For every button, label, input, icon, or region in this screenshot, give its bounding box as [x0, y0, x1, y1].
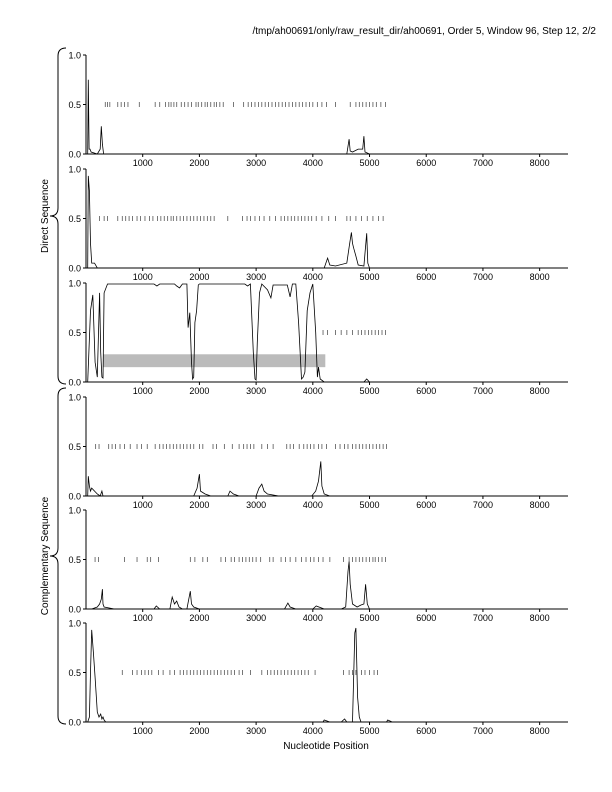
x-tick-label: 8000 [530, 158, 550, 168]
y-tick-label: 1.0 [68, 279, 81, 289]
x-tick-label: 2000 [189, 158, 209, 168]
x-tick-label: 7000 [473, 158, 493, 168]
shaded-band [103, 354, 326, 368]
x-tick-label: 6000 [416, 386, 436, 396]
y-tick-label: 0.0 [68, 378, 81, 388]
x-tick-label: 1000 [133, 613, 153, 623]
x-tick-label: 4000 [303, 272, 323, 282]
x-tick-label: 8000 [530, 386, 550, 396]
x-axis-label: Nucleotide Position [283, 741, 369, 752]
x-tick-label: 4000 [303, 386, 323, 396]
x-tick-label: 8000 [530, 500, 550, 510]
x-tick-label: 3000 [246, 272, 266, 282]
series-line [87, 175, 568, 269]
x-tick-label: 1000 [133, 272, 153, 282]
x-tick-label: 5000 [360, 726, 380, 736]
y-tick-label: 1.0 [68, 506, 81, 516]
y-tick-label: 0.0 [68, 492, 81, 502]
x-tick-label: 2000 [189, 500, 209, 510]
x-tick-label: 3000 [246, 500, 266, 510]
y-tick-label: 0.5 [68, 100, 81, 110]
y-tick-label: 0.5 [68, 214, 81, 224]
panel-4: 0.0 0.5 1.0 1000 2000 3000 4000 5000 6000 7000 800… [68, 393, 568, 510]
y-tick-label: 1.0 [68, 393, 81, 403]
series-line [87, 627, 568, 723]
x-tick-label: 1000 [133, 386, 153, 396]
y-tick-label: 0.5 [68, 668, 81, 678]
panel-3: 0.0 0.5 1.0 1000 2000 3000 4000 5000 6000 7000 800… [68, 279, 568, 396]
x-tick-label: 3000 [246, 613, 266, 623]
x-tick-label: 5000 [360, 272, 380, 282]
y-tick-label: 1.0 [68, 51, 81, 61]
panels-layer: 0.0 0.5 1.0 1000 2000 3000 4000 5000 6000 7000 800… [68, 51, 568, 736]
x-tick-label: 2000 [189, 272, 209, 282]
x-tick-label: 6000 [416, 726, 436, 736]
x-tick-label: 6000 [416, 613, 436, 623]
panel-2: 0.0 0.5 1.0 1000 2000 3000 4000 5000 6000 7000 800… [68, 165, 568, 282]
y-tick-label: 0.5 [68, 442, 81, 452]
group-braces: Direct Sequence Complementary Sequence [40, 47, 67, 725]
x-tick-label: 2000 [189, 613, 209, 623]
x-tick-label: 7000 [473, 613, 493, 623]
series-line [87, 461, 568, 497]
x-tick-label: 8000 [530, 613, 550, 623]
x-tick-label: 1000 [133, 158, 153, 168]
x-tick-label: 2000 [189, 386, 209, 396]
panel-1: 0.0 0.5 1.0 1000 2000 3000 4000 5000 6000 7000 800… [68, 51, 568, 168]
y-tick-label: 0.0 [68, 264, 81, 274]
panel-5: 0.0 0.5 1.0 1000 2000 3000 4000 5000 6000 7000 800… [68, 506, 568, 623]
y-tick-label: 1.0 [68, 165, 81, 175]
series-line [87, 79, 568, 155]
series-line [87, 283, 568, 383]
complementary-sequence-label: Complementary Sequence [40, 496, 51, 615]
file-path-header: /tmp/ah00691/only/raw_result_dir/ah00691… [252, 26, 596, 37]
x-tick-label: 3000 [246, 726, 266, 736]
y-tick-label: 0.5 [68, 555, 81, 565]
y-tick-label: 0.0 [68, 150, 81, 160]
x-tick-label: 8000 [530, 272, 550, 282]
x-tick-label: 6000 [416, 158, 436, 168]
panel-6: 0.0 0.5 1.0 1000 2000 3000 4000 5000 6000 7000 800… [68, 619, 568, 736]
x-tick-label: 3000 [246, 386, 266, 396]
x-tick-label: 5000 [360, 500, 380, 510]
y-tick-label: 0.5 [68, 328, 81, 338]
x-tick-label: 4000 [303, 500, 323, 510]
complementary-sequence-brace [49, 387, 67, 725]
x-tick-label: 1000 [133, 500, 153, 510]
x-tick-label: 4000 [303, 726, 323, 736]
series-line [87, 561, 568, 610]
direct-sequence-brace [49, 47, 67, 385]
y-tick-label: 0.0 [68, 718, 81, 728]
x-tick-label: 5000 [360, 158, 380, 168]
x-tick-label: 3000 [246, 158, 266, 168]
x-tick-label: 4000 [303, 613, 323, 623]
x-tick-label: 8000 [530, 726, 550, 736]
x-tick-label: 7000 [473, 386, 493, 396]
x-tick-label: 6000 [416, 272, 436, 282]
x-tick-label: 7000 [473, 500, 493, 510]
y-tick-label: 0.0 [68, 605, 81, 615]
direct-sequence-label: Direct Sequence [40, 179, 51, 253]
x-tick-label: 2000 [189, 726, 209, 736]
x-tick-label: 6000 [416, 500, 436, 510]
x-tick-label: 5000 [360, 386, 380, 396]
x-tick-label: 7000 [473, 726, 493, 736]
y-tick-label: 1.0 [68, 619, 81, 629]
x-tick-label: 4000 [303, 158, 323, 168]
x-tick-label: 5000 [360, 613, 380, 623]
x-tick-label: 7000 [473, 272, 493, 282]
x-tick-label: 1000 [133, 726, 153, 736]
